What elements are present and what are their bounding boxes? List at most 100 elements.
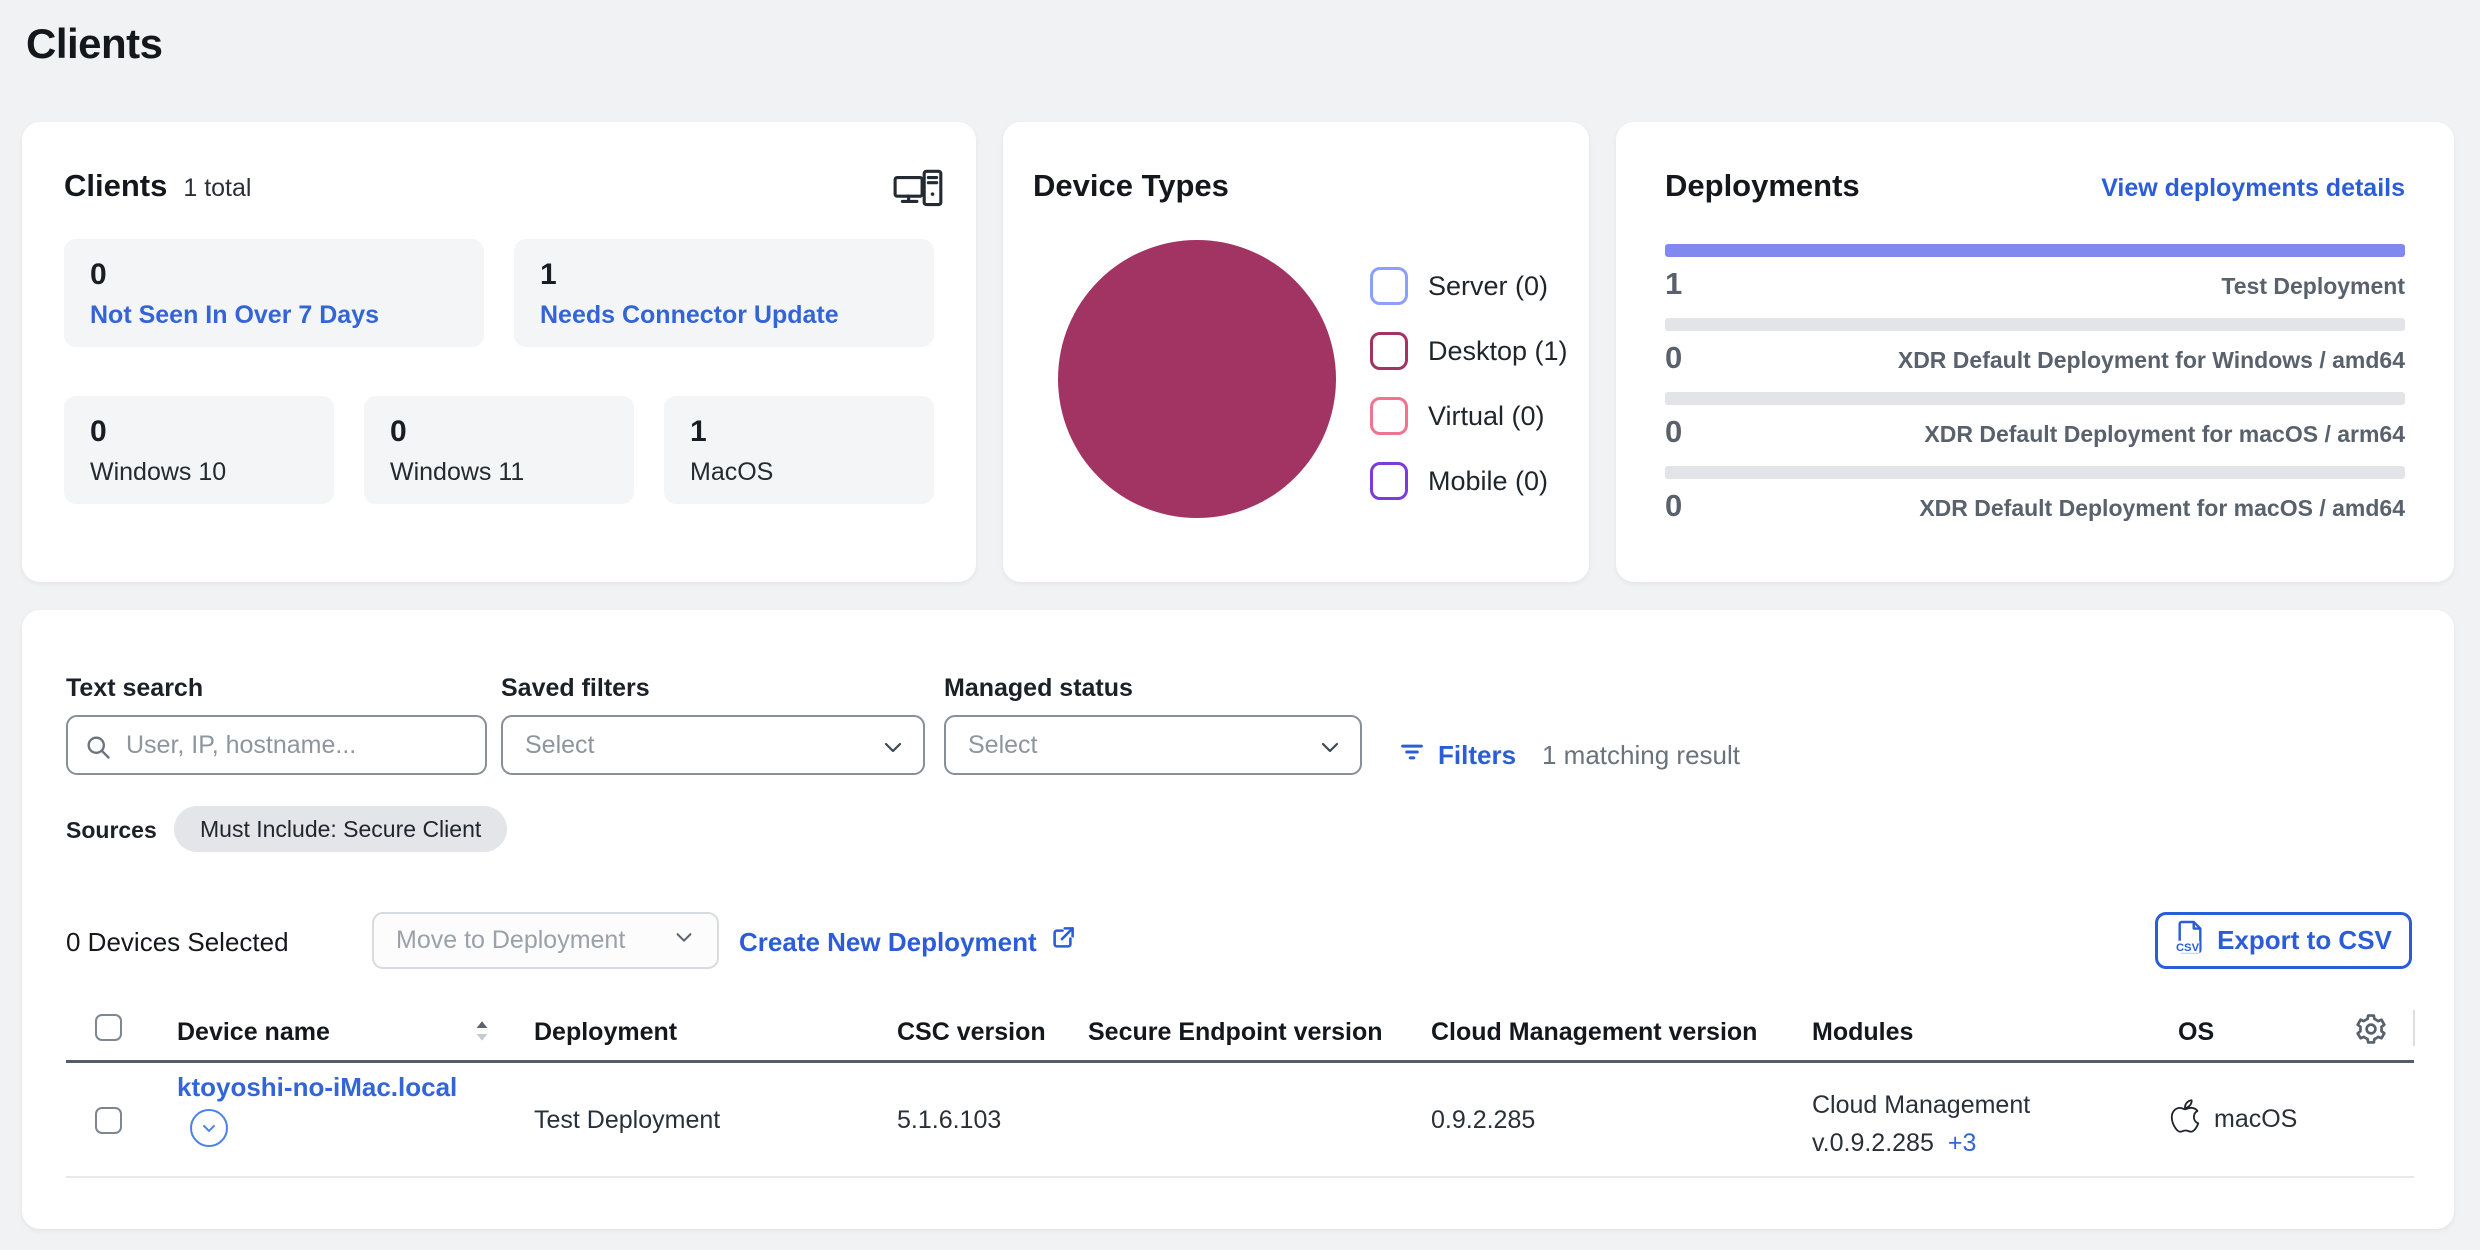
legend-item-mobile: Mobile (0) <box>1370 462 1568 500</box>
sources-label: Sources <box>66 817 157 843</box>
managed-status-select[interactable]: Select <box>944 715 1362 775</box>
table-header-border <box>66 1060 2414 1063</box>
text-search-label: Text search <box>66 674 204 702</box>
matching-results-text: 1 matching result <box>1542 740 1740 770</box>
modules-more-link[interactable]: +3 <box>1947 1129 1977 1157</box>
stat-value: 0 <box>390 415 407 448</box>
column-header-device-name[interactable]: Device name <box>177 1018 330 1046</box>
chevron-down-icon <box>673 926 695 955</box>
view-deployments-link[interactable]: View deployments details <box>2101 174 2405 202</box>
deployment-label: Test Deployment <box>2221 273 2405 299</box>
legend-item-virtual: Virtual (0) <box>1370 397 1568 435</box>
deployment-bar <box>1665 466 2405 479</box>
managed-status-value: Select <box>968 730 1038 759</box>
external-link-icon <box>1049 925 1076 959</box>
legend-item-server: Server (0) <box>1370 267 1568 305</box>
create-new-deployment-link[interactable]: Create New Deployment <box>739 925 1076 959</box>
filter-icon <box>1398 738 1426 773</box>
stat-link-not-seen[interactable]: Not Seen In Over 7 Days <box>90 301 380 329</box>
legend-checkbox-desktop[interactable] <box>1370 332 1408 370</box>
apple-icon <box>2170 1098 2200 1141</box>
export-to-csv-button[interactable]: CSV Export to CSV <box>2155 912 2412 969</box>
deployment-item: 1 Test Deployment <box>1665 244 2405 302</box>
stat-value: 1 <box>690 415 707 448</box>
move-to-deployment-button[interactable]: Move to Deployment <box>372 912 719 969</box>
sources-filter-chip[interactable]: Must Include: Secure Client <box>174 806 508 852</box>
device-types-title: Device Types <box>1033 168 1229 203</box>
deployments-card: Deployments View deployments details 1 T… <box>1616 122 2454 582</box>
legend-label: Server (0) <box>1428 270 1549 301</box>
column-header-cloud-management-version: Cloud Management version <box>1431 1018 1758 1046</box>
legend-label: Mobile (0) <box>1428 465 1549 496</box>
stat-value: 0 <box>90 258 107 291</box>
deployment-count: 0 <box>1665 340 1683 375</box>
devices-selected-text: 0 Devices Selected <box>66 927 289 957</box>
deployment-count: 0 <box>1665 488 1683 523</box>
stat-value: 0 <box>90 415 107 448</box>
column-header-secure-endpoint-version: Secure Endpoint version <box>1088 1018 1383 1046</box>
move-to-deployment-label: Move to Deployment <box>396 926 626 954</box>
stat-value: 1 <box>540 258 557 291</box>
sort-icon[interactable] <box>474 1019 490 1048</box>
stat-link-needs-update[interactable]: Needs Connector Update <box>540 301 839 329</box>
stat-tile-windows11: 0 Windows 11 <box>364 396 634 504</box>
column-header-deployment: Deployment <box>534 1018 678 1046</box>
legend-checkbox-virtual[interactable] <box>1370 397 1408 435</box>
stat-tile-needs-update: 1 Needs Connector Update <box>514 239 934 347</box>
device-types-pie-chart <box>1058 240 1336 518</box>
filters-button[interactable]: Filters <box>1398 738 1516 773</box>
search-input[interactable] <box>68 717 485 773</box>
stat-label: Windows 10 <box>90 458 227 486</box>
managed-status-label: Managed status <box>944 674 1133 702</box>
clients-total: 1 total <box>183 174 252 202</box>
row-border <box>66 1176 2414 1178</box>
cell-modules: Cloud Management v.0.9.2.285 +3 <box>1812 1086 2030 1162</box>
clients-summary-card: Clients 1 total 0 Not Seen In Over 7 Day… <box>22 122 976 582</box>
deployment-label: XDR Default Deployment for macOS / amd64 <box>1919 495 2405 521</box>
expand-row-button[interactable] <box>190 1109 228 1147</box>
svg-text:CSV: CSV <box>2176 942 2200 954</box>
saved-filters-label: Saved filters <box>501 674 650 702</box>
stat-label: MacOS <box>690 458 774 486</box>
cell-deployment: Test Deployment <box>534 1106 721 1134</box>
legend-checkbox-server[interactable] <box>1370 267 1408 305</box>
create-new-deployment-label: Create New Deployment <box>739 926 1037 957</box>
deployments-title: Deployments <box>1665 168 1860 203</box>
column-header-modules: Modules <box>1812 1018 1914 1046</box>
column-header-os: OS <box>2178 1018 2215 1046</box>
deployment-item: 0 XDR Default Deployment for macOS / arm… <box>1665 392 2405 450</box>
row-checkbox[interactable] <box>95 1107 122 1134</box>
chevron-down-icon <box>1318 735 1342 766</box>
cell-cloud-management-version: 0.9.2.285 <box>1431 1106 1536 1134</box>
export-button-label: Export to CSV <box>2217 925 2392 955</box>
device-types-legend: Server (0) Desktop (1) Virtual (0) Mobil… <box>1370 267 1568 527</box>
stat-tile-windows10: 0 Windows 10 <box>64 396 334 504</box>
saved-filters-select[interactable]: Select <box>501 715 925 775</box>
deployment-item: 0 XDR Default Deployment for macOS / amd… <box>1665 466 2405 524</box>
saved-filters-value: Select <box>525 730 595 759</box>
legend-label: Virtual (0) <box>1428 400 1545 431</box>
csv-file-icon: CSV <box>2175 920 2205 961</box>
device-name-link[interactable]: ktoyoshi-no-iMac.local <box>177 1072 458 1102</box>
stat-tile-macos: 1 MacOS <box>664 396 934 504</box>
deployment-bar <box>1665 244 2405 257</box>
column-divider <box>2413 1010 2415 1046</box>
column-header-csc-version: CSC version <box>897 1018 1046 1046</box>
page-title: Clients <box>26 20 163 67</box>
stat-tile-not-seen: 0 Not Seen In Over 7 Days <box>64 239 484 347</box>
search-icon <box>84 733 112 768</box>
legend-item-desktop: Desktop (1) <box>1370 332 1568 370</box>
deployment-label: XDR Default Deployment for Windows / amd… <box>1897 347 2405 373</box>
deployment-item: 0 XDR Default Deployment for Windows / a… <box>1665 318 2405 376</box>
modules-line2: v.0.9.2.285 <box>1812 1129 1934 1157</box>
gear-icon[interactable] <box>2354 1012 2388 1051</box>
deployment-bar <box>1665 392 2405 405</box>
select-all-checkbox[interactable] <box>95 1014 122 1041</box>
device-types-card: Device Types Server (0) Desktop (1) Virt… <box>1003 122 1589 582</box>
clients-card-title: Clients <box>64 168 168 203</box>
deployment-bar <box>1665 318 2405 331</box>
legend-checkbox-mobile[interactable] <box>1370 462 1408 500</box>
devices-icon <box>892 166 946 219</box>
deployment-label: XDR Default Deployment for macOS / arm64 <box>1924 421 2405 447</box>
clients-table-card: Text search Saved filters Select Managed… <box>22 610 2454 1229</box>
